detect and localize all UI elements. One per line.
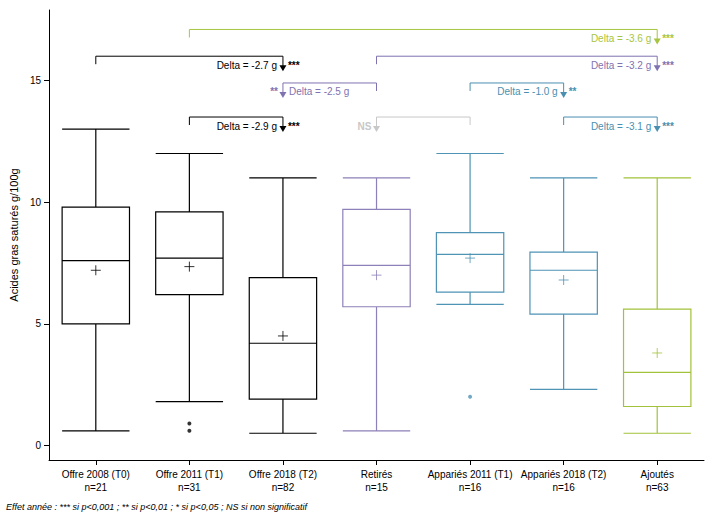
svg-text:n=21: n=21 [85,482,108,493]
svg-text:Delta = -2.9 g: Delta = -2.9 g [217,121,277,132]
svg-text:n=15: n=15 [365,482,388,493]
svg-text:0: 0 [35,440,41,451]
svg-text:**: ** [270,86,278,97]
svg-text:Delta = -3.2 g: Delta = -3.2 g [591,60,651,71]
svg-text:Appariés 2011 (T1): Appariés 2011 (T1) [428,469,513,480]
svg-text:***: *** [662,121,674,132]
svg-text:n=16: n=16 [552,482,575,493]
svg-text:***: *** [662,60,674,71]
svg-text:n=82: n=82 [272,482,295,493]
svg-text:Delta = -2.7 g: Delta = -2.7 g [217,60,277,71]
svg-text:***: *** [662,33,674,44]
svg-text:Retirés: Retirés [361,469,393,480]
svg-text:15: 15 [30,75,42,86]
svg-text:NS: NS [358,121,372,132]
svg-text:10: 10 [30,197,42,208]
svg-text:***: *** [288,121,300,132]
svg-text:***: *** [288,60,300,71]
svg-text:Appariés 2018 (T2): Appariés 2018 (T2) [521,469,607,480]
svg-text:Acides gras saturés g/100g: Acides gras saturés g/100g [8,168,20,301]
svg-text:Effet année : *** si p<0,001 ;: Effet année : *** si p<0,001 ; ** si p<0… [6,502,308,512]
svg-text:Delta = -3.6 g: Delta = -3.6 g [591,33,651,44]
svg-text:n=31: n=31 [178,482,201,493]
svg-text:Delta = -2.5 g: Delta = -2.5 g [289,86,349,97]
svg-text:Delta = -3.1 g: Delta = -3.1 g [591,121,651,132]
svg-text:5: 5 [35,318,41,329]
svg-text:Offre 2008 (T0): Offre 2008 (T0) [62,469,130,480]
svg-text:**: ** [569,86,577,97]
svg-text:Ajoutés: Ajoutés [641,469,674,480]
svg-text:Delta = -1.0 g: Delta = -1.0 g [497,86,557,97]
svg-text:Offre 2011 (T1): Offre 2011 (T1) [156,469,223,480]
svg-text:n=63: n=63 [646,482,669,493]
svg-text:Offre 2018 (T2): Offre 2018 (T2) [249,469,317,480]
svg-text:n=16: n=16 [459,482,482,493]
